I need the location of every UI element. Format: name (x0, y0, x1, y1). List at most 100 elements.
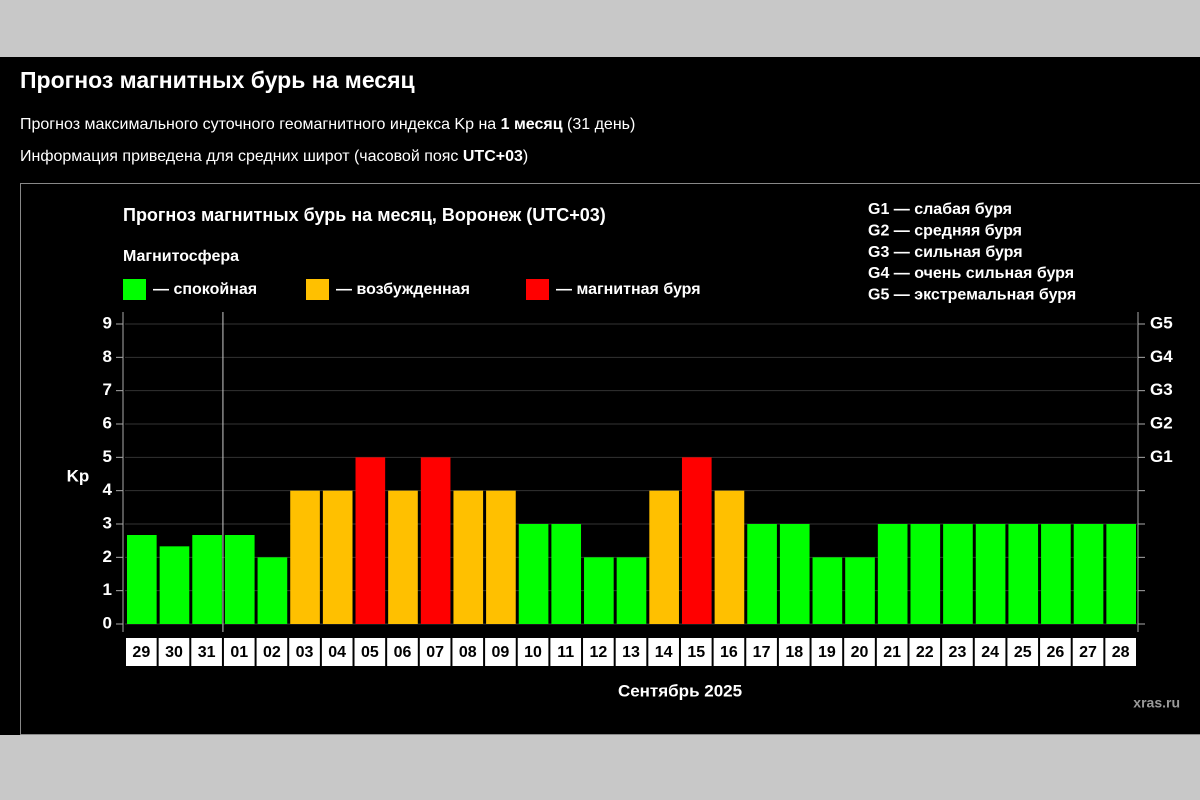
bar (518, 524, 549, 624)
x-tick-label: 23 (949, 644, 967, 661)
bar (322, 490, 353, 624)
x-tick-label: 30 (165, 644, 183, 661)
y-tick-label: 4 (103, 480, 113, 499)
bar (714, 490, 745, 624)
x-tick-label: 25 (1014, 644, 1032, 661)
x-tick-box (387, 638, 418, 666)
x-tick-label: 07 (426, 644, 444, 661)
text: (31 день) (562, 116, 636, 133)
y2-tick-label: G2 (1150, 413, 1173, 432)
bar (975, 524, 1006, 624)
x-tick-box (778, 638, 810, 666)
x-tick-label: 26 (1046, 644, 1064, 661)
x-tick-label: 01 (230, 644, 248, 661)
x-tick-label: 28 (1112, 644, 1130, 661)
bar (681, 457, 712, 624)
y-tick-label: 8 (103, 347, 112, 366)
x-tick-label: 13 (622, 644, 640, 661)
x-tick-label: 09 (492, 644, 510, 661)
x-tick-box (680, 638, 712, 666)
x-tick-box (876, 638, 908, 666)
y2-tick-label: G5 (1150, 313, 1173, 332)
text-bold: 1 месяц (500, 116, 563, 133)
x-tick-box (1007, 638, 1039, 666)
text-bold: UTC+03 (462, 148, 523, 165)
x-tick-box (583, 638, 614, 666)
legend-label: — спокойная (153, 281, 257, 298)
x-tick-box (648, 638, 679, 666)
bar (453, 490, 484, 624)
storm-scale-item: G3 — сильная буря (868, 244, 1023, 261)
x-tick-label: 31 (198, 644, 216, 661)
x-tick-box (517, 638, 549, 666)
text: Информация приведена для средних широт (… (20, 148, 463, 165)
x-tick-label: 22 (916, 644, 934, 661)
x-tick-label: 20 (851, 644, 869, 661)
x-tick-box (158, 638, 190, 666)
y-tick-label: 2 (103, 547, 112, 566)
bar (943, 524, 973, 624)
y-tick-label: 1 (103, 580, 112, 599)
bar (1106, 524, 1136, 624)
x-tick-label: 29 (132, 644, 150, 661)
storm-scale-item: G1 — слабая буря (868, 201, 1012, 218)
x-tick-label: 03 (296, 644, 314, 661)
x-tick-box (615, 638, 647, 666)
watermark: xras.ru (1133, 695, 1180, 711)
x-tick-label: 19 (818, 644, 836, 661)
legend-swatch (123, 279, 146, 300)
x-tick-box (1040, 638, 1071, 666)
chart-title: Прогноз магнитных бурь на месяц, Воронеж… (123, 205, 606, 225)
storm-scale-item: G5 — экстремальная буря (868, 286, 1076, 303)
bar (355, 457, 386, 624)
bar (192, 535, 222, 624)
x-tick-box (713, 638, 745, 666)
bar (812, 557, 843, 624)
x-tick-box (256, 638, 288, 666)
x-tick-label: 27 (1079, 644, 1097, 661)
x-tick-box (485, 638, 516, 666)
bar (420, 457, 451, 624)
x-tick-box (974, 638, 1006, 666)
chart-frame (20, 183, 1200, 735)
x-tick-box (844, 638, 875, 666)
bar (747, 524, 777, 624)
text: ) (522, 148, 529, 165)
x-tick-box (126, 638, 157, 666)
x-tick-box (909, 638, 941, 666)
x-tick-box (811, 638, 843, 666)
legend-title: Магнитосфера (123, 248, 239, 265)
bar (910, 524, 941, 624)
x-tick-label: 11 (557, 644, 574, 661)
bar (159, 546, 190, 624)
legend-label: — возбужденная (336, 281, 470, 298)
bar (877, 524, 908, 624)
bar (127, 535, 157, 624)
x-tick-box (942, 638, 973, 666)
y-tick-label: 7 (103, 380, 112, 399)
x-tick-label: 21 (883, 644, 901, 661)
x-tick-label: 16 (720, 644, 738, 661)
page-title: Прогноз магнитных бурь на месяц (20, 67, 415, 93)
bar (1008, 524, 1039, 624)
x-tick-box (1072, 638, 1104, 666)
x-tick-label: 15 (687, 644, 705, 661)
y-tick-label: 6 (103, 413, 112, 432)
x-tick-box (321, 638, 353, 666)
subtitle: Прогноз максимального суточного геомагни… (20, 116, 635, 134)
legend-swatch (526, 279, 549, 300)
x-tick-label: 02 (263, 644, 281, 661)
bar (584, 557, 614, 624)
legend-swatch (306, 279, 329, 300)
x-tick-label: 24 (981, 644, 999, 661)
bar (486, 490, 516, 624)
y-tick-label: 9 (103, 313, 112, 332)
bar (779, 524, 810, 624)
bar (1041, 524, 1071, 624)
x-tick-label: 08 (459, 644, 477, 661)
x-tick-box (223, 638, 255, 666)
x-tick-box (550, 638, 582, 666)
x-tick-label: 18 (785, 644, 803, 661)
